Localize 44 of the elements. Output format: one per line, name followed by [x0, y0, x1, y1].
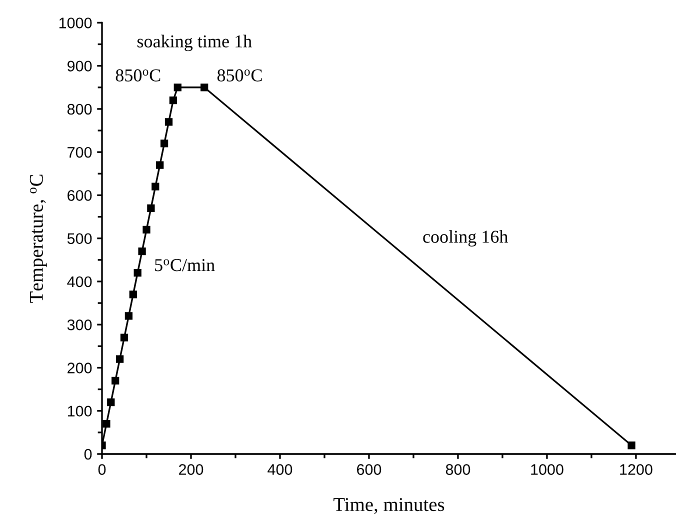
point	[112, 376, 120, 384]
point	[156, 161, 164, 169]
y-tick-label: 200	[68, 362, 92, 374]
x-tick-label: 800	[446, 464, 470, 475]
point	[134, 269, 142, 277]
point	[129, 290, 137, 298]
x-tick-label: 400	[268, 464, 292, 475]
point	[152, 182, 160, 190]
point	[120, 334, 128, 342]
point	[169, 96, 178, 104]
point	[138, 247, 146, 256]
y-tick-label: 100	[68, 406, 92, 417]
y-tick-label: 700	[68, 146, 92, 158]
point	[628, 442, 636, 450]
point	[116, 355, 124, 363]
y-tick-label: 800	[67, 104, 92, 115]
point	[174, 84, 182, 92]
point	[164, 118, 173, 126]
y-tick-label: 300	[67, 319, 92, 330]
point	[107, 398, 115, 406]
point	[124, 312, 133, 320]
annotation: soaking time 1h	[137, 34, 252, 52]
x-tick-label: 200	[179, 464, 204, 475]
annotation: 850$^{o}$C	[217, 69, 262, 82]
y-tick-label: 500	[67, 233, 92, 244]
y-tick-label: 900	[68, 60, 92, 72]
y-tick-label: 400	[67, 276, 92, 288]
y-tick-label: 600	[68, 190, 92, 201]
y-tick-label: 0	[84, 448, 92, 460]
point	[200, 84, 208, 92]
x-tick-label: 1200	[620, 464, 652, 475]
point	[102, 420, 110, 428]
annotation: 850$^{o}$C	[116, 69, 160, 82]
y-tick-label: 1000	[59, 18, 92, 28]
x-tick-label: 1000	[531, 464, 564, 475]
point	[160, 140, 168, 148]
point	[142, 226, 150, 234]
annotation: cooling 16h	[423, 230, 508, 247]
x-tick-label: 600	[357, 464, 382, 475]
x-axis-title: Time, minutes	[334, 498, 444, 514]
point	[147, 204, 155, 212]
annotation: 5$^{o}$C/min	[155, 259, 215, 272]
y-axis-title: Temperature, $^{o}$C	[30, 174, 47, 303]
x-tick-label: 0	[98, 464, 106, 475]
